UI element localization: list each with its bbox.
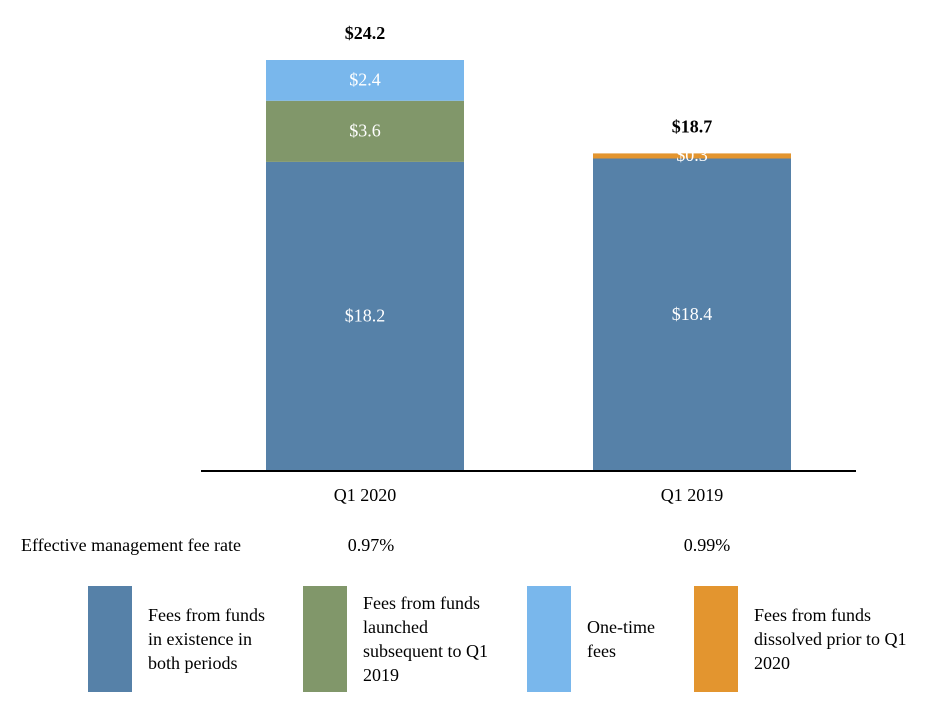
data-label-q1-2020-series-0: $18.2: [345, 306, 386, 326]
legend-swatch-existing-funds: [88, 586, 132, 692]
legend-item-dissolved-funds: Fees from funds dissolved prior to Q1 20…: [694, 586, 934, 692]
data-label-q1-2020-series-2: $3.6: [349, 120, 381, 140]
rate-row-title: Effective management fee rate: [21, 535, 242, 555]
legend-swatch-one-time-fees: [527, 586, 571, 692]
legend-item-launched-funds: Fees from funds launched subsequent to Q…: [303, 586, 518, 692]
legend-label-existing-funds: Fees from funds in existence in both per…: [148, 605, 265, 673]
bar-segment-q1-2020-series-0: [266, 161, 464, 472]
labels-layer: $18.2 $3.6 $2.4 $24.2 Q1 2020 $18.4 $0.3 $18.7 Q…: [334, 23, 724, 505]
data-label-q1-2019-series-0: $18.4: [672, 304, 713, 324]
total-label-q1-2019: $18.7: [672, 116, 713, 136]
data-label-q1-2020-series-3: $2.4: [349, 70, 381, 90]
x-tick-label-q1-2019: Q1 2019: [661, 485, 724, 505]
rate-value-q1-2019: 0.99%: [683, 535, 731, 555]
legend-item-one-time-fees: One-time fees: [527, 586, 687, 692]
bar-segment-q1-2019-series-1: [593, 153, 791, 159]
bar-segment-q1-2020-series-3: [266, 60, 464, 101]
legend-label-one-time-fees: One-time fees: [587, 617, 655, 661]
legend-label-launched-funds: Fees from funds launched subsequent to Q…: [363, 593, 488, 685]
legend-swatch-launched-funds: [303, 586, 347, 692]
total-label-q1-2020: $24.2: [345, 23, 386, 43]
bar-segment-q1-2019-series-0: [593, 158, 791, 471]
data-label-q1-2019-series-1: $0.3: [676, 145, 708, 165]
x-tick-label-q1-2020: Q1 2020: [334, 485, 397, 505]
bar-segment-q1-2020-series-2: [266, 100, 464, 162]
legend-item-existing-funds: Fees from funds in existence in both per…: [88, 586, 293, 692]
rate-value-q1-2020: 0.97%: [347, 535, 395, 555]
legend-label-dissolved-funds: Fees from funds dissolved prior to Q1 20…: [754, 605, 907, 673]
legend-swatch-dissolved-funds: [694, 586, 738, 692]
bars-layer: [266, 60, 791, 472]
stacked-bar-chart: $18.2 $3.6 $2.4 $24.2 Q1 2020 $18.4 $0.3 $18.7 Q…: [201, 23, 856, 505]
